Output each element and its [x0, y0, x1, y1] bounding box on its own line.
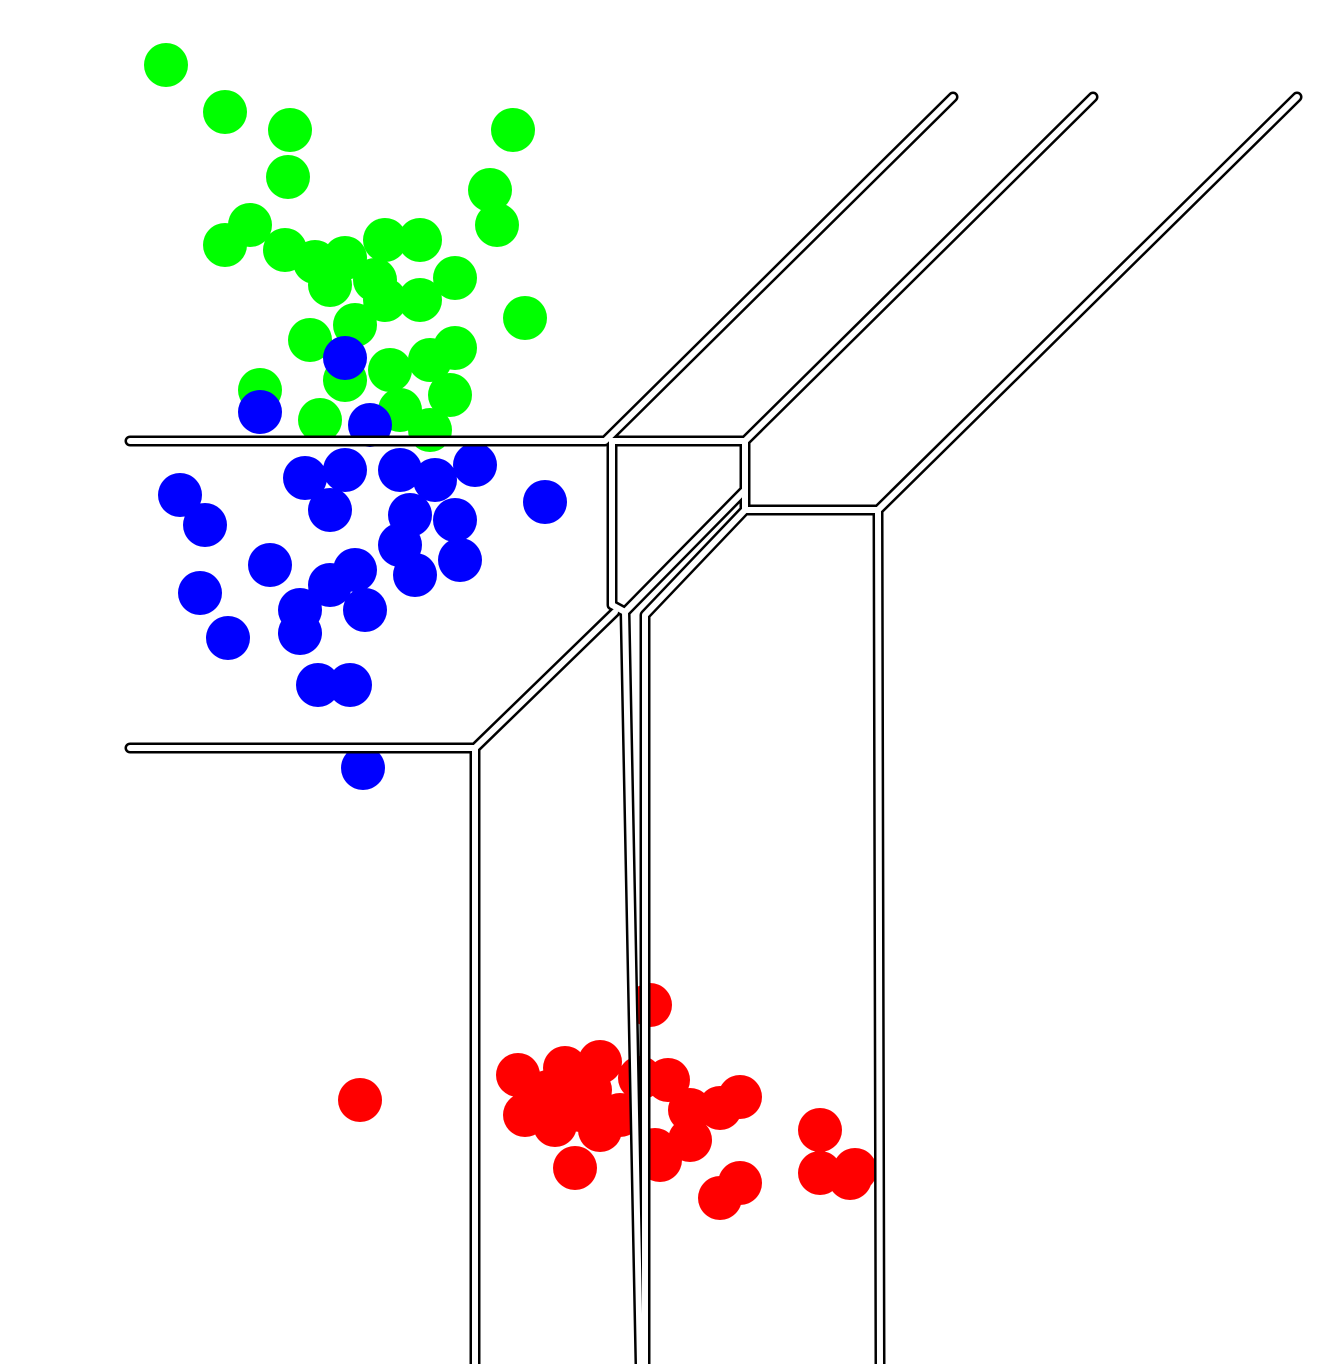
- data-point-series-0-13: [398, 218, 442, 262]
- boundary-line-core-8: [875, 507, 883, 1364]
- data-point-series-0-20: [333, 303, 377, 347]
- data-point-series-0-8: [203, 223, 247, 267]
- boundary-line-core-0: [127, 94, 956, 444]
- boundary-line-core-6: [642, 507, 748, 1364]
- data-point-series-0-5: [468, 168, 512, 212]
- boundary-line-core-2: [609, 438, 748, 615]
- data-point-series-0-6: [475, 203, 519, 247]
- data-point-series-1-0: [323, 336, 367, 380]
- data-point-series-0-1: [203, 90, 247, 134]
- data-point-series-2-15: [533, 1103, 577, 1147]
- data-point-series-0-17: [398, 278, 442, 322]
- boundary-line-core-1: [127, 609, 618, 751]
- boundary-line-4: [739, 91, 1303, 516]
- data-point-series-1-7: [453, 443, 497, 487]
- data-point-series-0-23: [408, 338, 452, 382]
- data-point-series-0-28: [298, 398, 342, 442]
- data-point-series-0-2: [268, 108, 312, 152]
- data-point-series-1-25: [296, 663, 340, 707]
- data-point-series-1-20: [178, 571, 222, 615]
- data-point-series-0-18: [363, 278, 407, 322]
- boundary-line-3: [606, 91, 1099, 447]
- data-point-series-1-19: [308, 563, 352, 607]
- data-point-series-1-6: [413, 458, 457, 502]
- data-point-series-1-27: [341, 746, 385, 790]
- data-point-series-1-10: [183, 503, 227, 547]
- data-point-series-1-4: [323, 448, 367, 492]
- data-point-series-0-14: [433, 256, 477, 300]
- data-point-series-0-27: [428, 373, 472, 417]
- data-point-series-1-8: [158, 473, 202, 517]
- data-point-series-0-4: [491, 108, 535, 152]
- data-point-series-2-8: [338, 1078, 382, 1122]
- data-point-series-0-19: [503, 296, 547, 340]
- boundary-line-core-5: [622, 609, 643, 1364]
- data-point-series-2-16: [578, 1108, 622, 1152]
- data-point-series-1-18: [393, 553, 437, 597]
- data-point-series-0-3: [266, 155, 310, 199]
- boundary-line-6: [639, 504, 751, 1364]
- boundary-line-core-3: [609, 94, 1096, 444]
- data-point-series-2-26: [828, 1156, 872, 1200]
- data-point-series-1-1: [238, 390, 282, 434]
- data-point-series-1-3: [283, 456, 327, 500]
- data-point-series-1-23: [206, 616, 250, 660]
- decision-boundaries: [124, 91, 1303, 1364]
- data-point-series-1-24: [278, 611, 322, 655]
- data-point-series-1-11: [308, 488, 352, 532]
- data-point-series-0-24: [368, 348, 412, 392]
- data-points: [144, 43, 877, 1220]
- data-point-series-1-26: [328, 663, 372, 707]
- data-point-series-2-19: [798, 1108, 842, 1152]
- data-point-series-1-13: [433, 498, 477, 542]
- data-point-series-1-9: [523, 480, 567, 524]
- data-point-series-0-15: [308, 263, 352, 307]
- data-point-series-1-5: [378, 448, 422, 492]
- data-point-series-1-21: [343, 588, 387, 632]
- data-point-series-2-14: [698, 1086, 742, 1130]
- data-point-series-0-12: [363, 218, 407, 262]
- data-point-series-1-16: [248, 543, 292, 587]
- boundary-line-core-4: [742, 94, 1300, 513]
- data-point-series-2-25: [698, 1176, 742, 1220]
- data-point-series-0-21: [288, 318, 332, 362]
- data-point-series-2-20: [553, 1146, 597, 1190]
- data-point-series-0-0: [144, 43, 188, 87]
- data-point-series-1-15: [438, 538, 482, 582]
